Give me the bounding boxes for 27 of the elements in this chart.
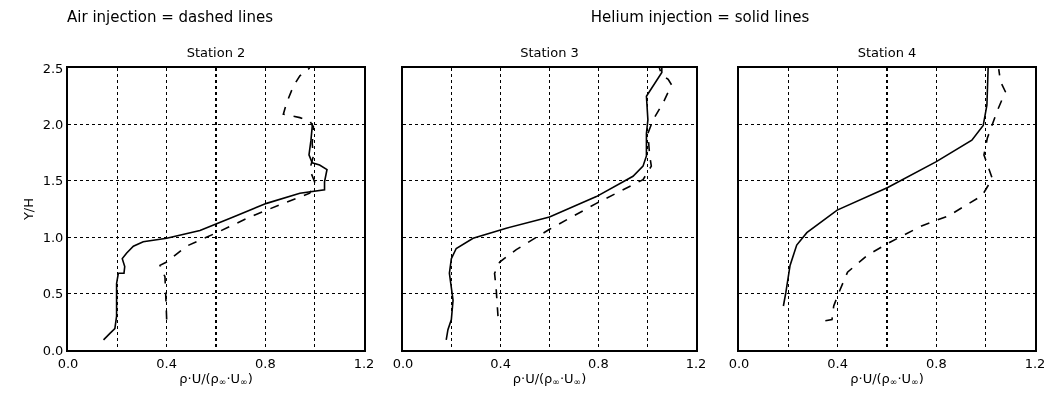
x-axis-title: ρ·U/(ρ$_{∞}$·U$_{∞}$) bbox=[850, 370, 924, 388]
y-tick-label: 0.5 bbox=[42, 286, 64, 302]
x-tick-label: 0.8 bbox=[925, 355, 947, 371]
x-tick-label: 0.8 bbox=[587, 355, 609, 371]
x-axis-title: ρ·U/(ρ$_{∞}$·U$_{∞}$) bbox=[179, 370, 253, 388]
x-tick-label: 0.8 bbox=[254, 355, 276, 371]
y-tick-label: 2.0 bbox=[42, 116, 64, 132]
y-tick-label: 1.5 bbox=[42, 173, 64, 189]
x-tick-label: 0.0 bbox=[392, 355, 414, 371]
text: Helium injection = solid lines bbox=[590, 8, 810, 26]
y-tick-label: 1.0 bbox=[42, 229, 64, 245]
x-axis-title: ρ·U/(ρ$_{∞}$·U$_{∞}$) bbox=[512, 370, 587, 388]
y-tick-label: 0.0 bbox=[42, 342, 64, 358]
y-tick-label: 2.5 bbox=[42, 60, 64, 76]
chart-title: Station 3 bbox=[520, 44, 579, 60]
y-axis-title: Y/H bbox=[21, 197, 37, 222]
x-tick-label: 0.0 bbox=[57, 355, 79, 371]
x-tick-label: 1.2 bbox=[1024, 355, 1046, 371]
x-tick-label: 0.4 bbox=[156, 355, 178, 371]
x-tick-label: 1.2 bbox=[353, 355, 375, 371]
x-tick-label: 1.2 bbox=[685, 355, 707, 371]
chart-title: Station 2 bbox=[186, 44, 246, 60]
text: Air injection = dashed lines bbox=[67, 8, 273, 26]
x-tick-label: 0.0 bbox=[728, 355, 750, 371]
x-tick-label: 0.4 bbox=[490, 355, 512, 371]
chart-title: Station 4 bbox=[857, 44, 917, 60]
x-tick-label: 0.4 bbox=[827, 355, 849, 371]
